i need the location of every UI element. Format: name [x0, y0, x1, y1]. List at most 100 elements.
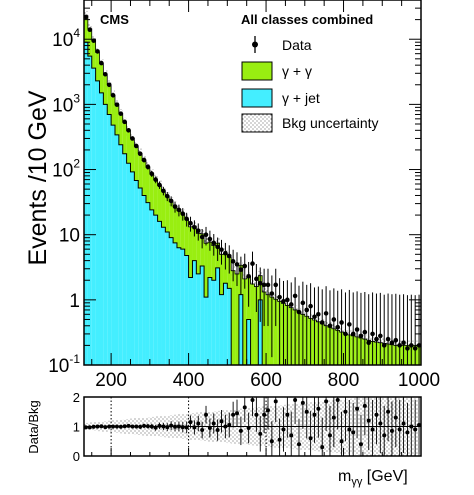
gamma-jet-bar — [258, 299, 263, 365]
data-point — [126, 128, 131, 133]
data-point — [234, 262, 240, 267]
data-point — [412, 346, 418, 351]
ratio-point — [262, 412, 267, 417]
gamma-gamma-bar — [176, 210, 181, 248]
data-point — [358, 333, 364, 339]
ratio-point — [401, 421, 406, 426]
gamma-jet-bar — [134, 180, 139, 365]
data-point — [238, 267, 244, 273]
gamma-jet-bar — [165, 231, 170, 365]
x-axis-title: mγγ [GeV] — [338, 468, 408, 488]
data-point — [389, 340, 395, 345]
gamma-gamma-bar — [95, 52, 100, 81]
ratio-point — [265, 408, 270, 413]
data-point — [288, 302, 294, 307]
data-point — [339, 320, 344, 325]
ratio-point — [149, 424, 154, 429]
ratio-point — [389, 428, 394, 433]
data-point — [347, 322, 352, 327]
ratio-point — [300, 400, 305, 405]
ratio-point — [242, 405, 247, 410]
x-tick-label: 200 — [95, 370, 127, 391]
legend-entry-data: Data — [252, 36, 312, 53]
ratio-point — [95, 424, 100, 429]
ratio-point — [235, 411, 240, 416]
ratio-y-axis-title: Data/Bkg — [26, 400, 41, 453]
gamma-gamma-bar — [184, 219, 189, 256]
data-point — [87, 27, 93, 33]
data-point — [273, 282, 279, 288]
ratio-point — [289, 433, 294, 438]
ratio-point — [138, 424, 143, 429]
gamma-jet-bar — [157, 221, 162, 365]
data-point — [114, 102, 120, 107]
data-point — [184, 216, 189, 222]
data-point — [397, 343, 402, 348]
ratio-point — [192, 425, 197, 430]
data-point — [265, 282, 271, 288]
gamma-jet-bar — [142, 195, 146, 365]
data-point — [226, 253, 232, 259]
data-point — [164, 193, 170, 199]
y-tick-label: 102 — [52, 157, 80, 182]
data-point — [335, 324, 341, 330]
data-point — [242, 263, 248, 269]
gamma-gamma-bar — [169, 201, 174, 238]
data-point — [137, 151, 143, 157]
ratio-point — [347, 427, 352, 432]
legend-entry-gamma-gamma: γ + γ — [241, 61, 312, 81]
data-point — [374, 336, 379, 342]
gamma-jet-bar — [180, 249, 185, 365]
data-point — [385, 336, 391, 342]
x-axis-title-subscript: γγ — [351, 476, 363, 488]
data-point — [354, 327, 360, 332]
ratio-point — [157, 423, 162, 428]
y-tick-label: 10 — [59, 226, 80, 247]
data-point — [378, 333, 383, 339]
ratio-point — [351, 430, 356, 435]
ratio-point — [339, 439, 344, 444]
ratio-point — [386, 409, 391, 414]
data-point — [362, 329, 368, 335]
x-tick-label: 600 — [250, 370, 282, 391]
gamma-gamma-bar — [138, 153, 143, 189]
data-point — [168, 198, 174, 204]
ratio-point — [204, 412, 209, 417]
ratio-point — [180, 425, 185, 430]
data-point — [195, 228, 201, 234]
ratio-point — [122, 424, 127, 429]
y-tick-label: 10-1 — [48, 352, 80, 377]
gamma-jet-bar — [118, 144, 123, 365]
ratio-point — [327, 433, 332, 438]
ratio-point — [219, 419, 224, 424]
data-point — [141, 157, 147, 163]
gamma-jet-bar — [95, 80, 100, 365]
gamma-jet-bar — [238, 294, 243, 365]
data-point — [281, 298, 286, 304]
gamma-gamma-bar — [235, 273, 239, 365]
gamma-gamma-bar — [254, 286, 259, 365]
data-point — [180, 211, 186, 216]
data-point — [254, 276, 259, 282]
gamma-jet-bar — [176, 247, 181, 365]
data-point — [203, 232, 209, 237]
gamma-jet-bar — [130, 171, 135, 365]
gamma-jet-bar — [223, 283, 228, 365]
gamma-jet-bar — [215, 267, 220, 365]
y-tick-label: 103 — [52, 91, 80, 116]
x-tick-label: 800 — [328, 370, 360, 391]
gamma-jet-bar — [200, 266, 205, 365]
data-point — [84, 14, 89, 20]
ratio-point — [397, 427, 402, 432]
gamma-gamma-bar — [103, 74, 108, 105]
ratio-point — [114, 424, 119, 429]
ratio-point — [188, 420, 193, 425]
data-point — [409, 343, 414, 348]
ratio-point — [176, 424, 181, 429]
gamma-jet-bar — [169, 237, 174, 365]
x-tick-label: 1000 — [398, 370, 440, 391]
ratio-point — [312, 412, 317, 417]
ratio-point — [393, 415, 398, 420]
ratio-point — [417, 423, 421, 428]
